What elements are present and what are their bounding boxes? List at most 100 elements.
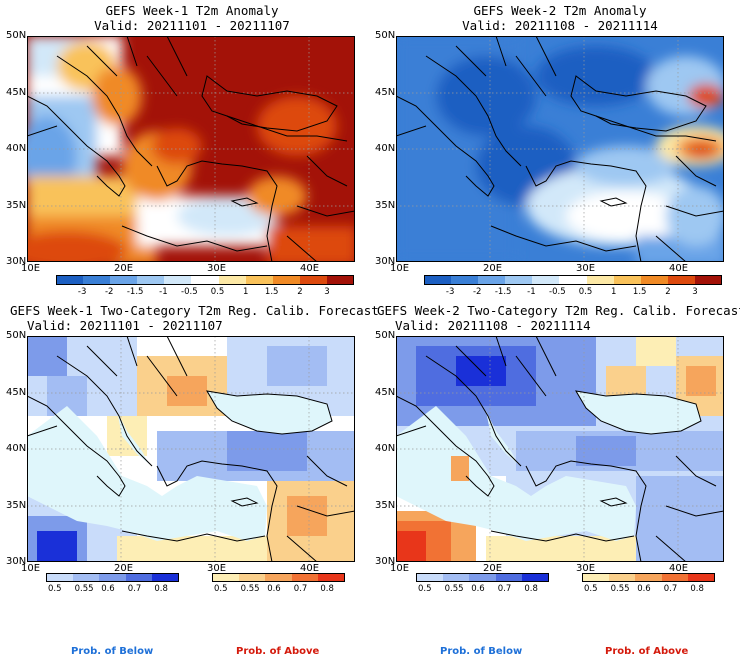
anomaly-colorbar-2 (424, 275, 723, 285)
lat-label: 50N (375, 30, 396, 41)
colorbar-tick-label: 2 (665, 287, 671, 297)
colorbar-tick-label: 0.55 (240, 584, 260, 594)
lat-label: 40N (6, 143, 27, 154)
panel4-map (396, 336, 724, 562)
panel1-valid-text: Valid: 20211101 - 20211107 (94, 18, 290, 33)
colorbar-tick-label: 3 (324, 287, 330, 297)
colorbar-tick-label: 0.8 (690, 584, 704, 594)
prob-above-colorbar-1 (212, 573, 346, 582)
colorbar-tick-label: -2 (104, 287, 114, 297)
colorbar-swatch (110, 275, 138, 285)
lat-label: 45N (375, 87, 396, 98)
lat-label: 30N (375, 556, 396, 567)
colorbar-tick-label: -1 (527, 287, 536, 297)
colorbar-swatch (83, 275, 111, 285)
colorbar-swatch (688, 573, 716, 582)
lon-label: 10E (21, 563, 41, 574)
colorbar-tick-label: -1.5 (494, 287, 512, 297)
colorbar-frame (424, 275, 722, 285)
colorbar-tick-label: -1.5 (126, 287, 144, 297)
lon-label: 40E (300, 563, 320, 574)
colorbar-swatch (532, 275, 560, 285)
lat-label: 35N (6, 200, 27, 211)
lat-label: 35N (6, 500, 27, 511)
colorbar-tick-label: 0.7 (127, 584, 142, 594)
colorbar-tick-label: 1 (611, 287, 617, 297)
prob-above-colorbar-2 (582, 573, 716, 582)
colorbar-swatch (505, 275, 533, 285)
colorbar-tick-label: -2 (472, 287, 482, 297)
panel4-title: GEFS Week-2 Two-Category T2m Reg. Calib.… (377, 303, 740, 333)
prob-below-label: Prob. of Below (440, 646, 523, 657)
colorbar-swatch (152, 573, 180, 582)
lon-label: 20E (483, 263, 503, 274)
lat-label: 40N (6, 443, 27, 454)
lat-label: 50N (6, 30, 27, 41)
panel3-valid-text: Valid: 20211101 - 20211107 (27, 318, 223, 333)
colorbar-swatch (586, 275, 615, 285)
panel1-title-text: GEFS Week-1 T2m Anomaly (105, 3, 279, 18)
colorbar-swatch (72, 573, 100, 582)
colorbar-swatch (291, 573, 319, 582)
colorbar-swatch (478, 275, 506, 285)
lat-label: 50N (375, 330, 396, 341)
colorbar-swatch (451, 275, 479, 285)
colorbar-swatch (522, 573, 550, 582)
colorbar-swatch (164, 275, 192, 285)
panel2-valid-text: Valid: 20211108 - 20211114 (462, 18, 658, 33)
lat-label: 40N (375, 143, 396, 154)
colorbar-tick-label: 0.5 (578, 287, 593, 297)
colorbar-swatch (318, 573, 346, 582)
colorbar-tick-label: -1 (159, 287, 168, 297)
colorbar-tick-label: 0.8 (524, 584, 538, 594)
colorbar-swatch (694, 275, 723, 285)
colorbar-swatch (218, 275, 247, 285)
colorbar-swatch (265, 573, 293, 582)
lat-label: 35N (375, 200, 396, 211)
lon-label: 30E (207, 263, 227, 274)
colorbar-tick-label: 0.6 (637, 584, 651, 594)
colorbar-swatch (137, 275, 165, 285)
prob-above-label: Prob. of Above (605, 646, 689, 657)
colorbar-swatch (416, 573, 444, 582)
lon-label: 40E (669, 563, 689, 574)
colorbar-tick-label: 0.5 (584, 584, 598, 594)
colorbar-frame (416, 573, 549, 582)
colorbar-tick-label: 0.8 (154, 584, 168, 594)
panel3-title: GEFS Week-1 Two-Category T2m Reg. Calib.… (10, 303, 379, 333)
colorbar-swatch (299, 275, 328, 285)
panel4-title-text: GEFS Week-2 Two-Category T2m Reg. Calib.… (377, 303, 740, 318)
colorbar-tick-label: 1 (243, 287, 249, 297)
colorbar-swatch (667, 275, 696, 285)
colorbar-swatch (326, 275, 355, 285)
lat-label: 40N (375, 443, 396, 454)
panel3-map (27, 336, 355, 562)
colorbar-tick-label: 0.6 (471, 584, 485, 594)
lat-label: 30N (375, 256, 396, 267)
colorbar-tick-label: 1.5 (264, 287, 279, 297)
colorbar-swatch (613, 275, 642, 285)
lon-label: 20E (114, 563, 134, 574)
colorbar-tick-label: 0.5 (48, 584, 62, 594)
panel2-map (396, 36, 724, 262)
colorbar-swatch (442, 573, 470, 582)
colorbar-tick-label: 0.55 (74, 584, 94, 594)
lon-label: 10E (390, 263, 410, 274)
lon-label: 40E (300, 263, 320, 274)
colorbar-swatch (46, 573, 74, 582)
lon-label: 40E (669, 263, 689, 274)
colorbar-tick-label: 0.8 (320, 584, 334, 594)
panel2-title-text: GEFS Week-2 T2m Anomaly (473, 3, 647, 18)
colorbar-tick-label: -3 (445, 287, 455, 297)
colorbar-tick-label: 2 (297, 287, 303, 297)
prob-below-label: Prob. of Below (71, 646, 154, 657)
colorbar-swatch (661, 573, 689, 582)
colorbar-tick-label: 0.6 (267, 584, 281, 594)
colorbar-tick-label: -3 (77, 287, 87, 297)
colorbar-swatch (559, 275, 588, 285)
lon-label: 30E (207, 563, 227, 574)
lon-label: 20E (114, 263, 134, 274)
anomaly-colorbar-1 (56, 275, 355, 285)
colorbar-tick-label: 1.5 (632, 287, 647, 297)
colorbar-tick-label: 0.55 (610, 584, 630, 594)
